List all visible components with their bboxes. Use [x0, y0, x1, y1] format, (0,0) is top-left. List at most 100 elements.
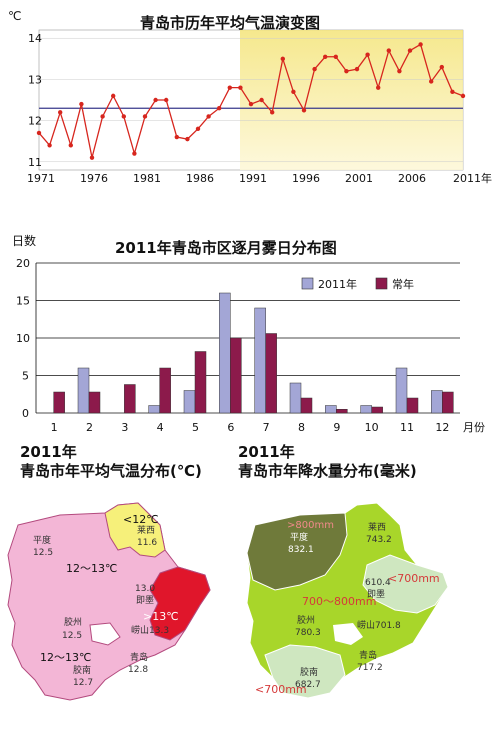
value-qingdao: 12.8 [128, 665, 148, 675]
legend-label-normal: 常年 [392, 277, 414, 291]
bar-2011 [219, 292, 231, 414]
data-point [89, 155, 95, 160]
legend: 2011年 常年 [301, 277, 414, 291]
zone-label-dry-east: <700mm [388, 572, 440, 585]
value-laoshan: 13.3 [149, 626, 169, 636]
temperature-line-chart: 青岛市历年平均气温演变图 ℃ 11 12 13 14 1971 1976 1981 1986… [8, 9, 492, 185]
x-tick-label: 1971 [27, 172, 55, 185]
data-point [195, 126, 201, 132]
data-point [333, 54, 338, 59]
label-laixi: 莱西 [137, 524, 155, 536]
x-axis-label: 月份 [463, 421, 485, 434]
x-tick-label: 8 [298, 421, 305, 434]
data-point [153, 97, 158, 103]
data-point [132, 151, 137, 156]
bar-2011 [254, 307, 266, 414]
zone-label-mid-south: 12～13℃ [40, 651, 91, 664]
data-point [323, 54, 328, 59]
data-point [217, 106, 222, 111]
data-point [439, 64, 444, 70]
bar-2011 [360, 405, 372, 414]
bar-2011 [77, 367, 90, 414]
data-point [36, 130, 42, 136]
rainfall-map: >800mm 平度 832.1 莱西 743.2 610.4 即墨 胶州 780… [246, 502, 449, 699]
data-point [174, 134, 179, 140]
label-qingdao: 青岛 [130, 651, 148, 663]
data-point [142, 114, 148, 119]
x-tick-label: 7 [263, 421, 270, 434]
zone-label-cold: <12℃ [123, 513, 159, 526]
x-tick-label: 2001 [345, 172, 373, 185]
label-pingdu: 平度 [290, 531, 308, 543]
y-axis-label: 日数 [12, 233, 36, 248]
x-tick-label: 2011年 [453, 171, 492, 185]
value-jiaozhou: 780.3 [295, 628, 321, 638]
y-axis-unit: ℃ [8, 9, 21, 23]
label-jiaonan: 胶南 [73, 664, 91, 676]
label-jiaozhou: 胶州 [64, 616, 82, 628]
data-point [397, 68, 402, 74]
value-laixi: 743.2 [366, 535, 392, 545]
bar-normal [159, 367, 171, 414]
bar-normal [88, 391, 101, 414]
label-pingdu: 平度 [33, 534, 51, 546]
x-tick-label: 2006 [398, 172, 426, 185]
bar-normal [336, 409, 348, 414]
x-tick-label: 3 [121, 421, 128, 434]
bar-normal [53, 391, 65, 414]
data-point [344, 68, 349, 74]
label-jiaozhou: 胶州 [297, 614, 315, 626]
bar-2011 [183, 390, 196, 414]
rain-map-title: 2011年 青岛市年降水量分布(毫米) [238, 443, 417, 481]
zone-label-dry-south: <700mm [255, 683, 307, 696]
chart-title: 2011年青岛市区逐月雾日分布图 [115, 239, 337, 257]
data-point [280, 56, 285, 62]
data-point [418, 42, 423, 47]
data-point [68, 143, 74, 148]
x-tick-label: 1991 [239, 172, 267, 185]
chart-title: 青岛市历年平均气温演变图 [140, 14, 320, 32]
temperature-chart-panel: 青岛市历年平均气温演变图 ℃ 11 12 13 14 1971 1976 1981 1986… [0, 0, 500, 200]
data-point [259, 97, 264, 103]
y-tick-label: 20 [16, 257, 30, 270]
x-tick-label: 1996 [292, 172, 320, 185]
data-point [301, 108, 307, 113]
data-point [227, 85, 232, 90]
temp-map-title-year: 2011年 [20, 443, 77, 461]
y-tick-label: 15 [16, 295, 30, 308]
bar-2011 [325, 405, 337, 414]
zone-label-mid: 700～800mm [302, 595, 376, 608]
data-point [429, 79, 434, 84]
label-jimo: 即墨 [367, 589, 385, 600]
highlight-band [240, 30, 463, 170]
value-pingdu: 12.5 [33, 548, 53, 558]
value-laoshan: 701.8 [375, 621, 401, 631]
bar-normal [300, 397, 313, 414]
bar-normal [124, 384, 136, 414]
bar-normal [194, 351, 207, 414]
temperature-map: 平度 12.5 莱西 11.6 13.0 即墨 崂山 13.3 胶州 12.5 … [7, 502, 211, 701]
x-tick-label: 1986 [186, 172, 214, 185]
label-laixi: 莱西 [368, 521, 386, 533]
data-point [365, 52, 370, 57]
data-point [164, 97, 169, 103]
x-tick-label: 1976 [80, 172, 108, 185]
y-tick-label: 13 [28, 73, 42, 86]
bar-normal [442, 391, 454, 414]
y-tick-label: 14 [28, 32, 42, 45]
legend-swatch-normal [375, 277, 388, 290]
fog-chart-panel: 日数 2011年青岛市区逐月雾日分布图 0 5 10 15 20 1 2 3 4 5 6 7 8 9 10… [0, 215, 500, 440]
x-tick-label: 1 [51, 421, 58, 434]
x-tick-label: 5 [192, 421, 199, 434]
data-point [376, 85, 381, 90]
bay [333, 623, 363, 645]
data-point [238, 85, 243, 90]
temp-zone-warm [149, 566, 211, 641]
label-jiaonan: 胶南 [300, 666, 318, 678]
bar-2011 [148, 405, 160, 414]
value-jimo: 13.0 [135, 584, 155, 594]
value-jiaozhou: 12.5 [62, 631, 82, 641]
rain-zone-dry-south [264, 644, 346, 699]
temp-zone-cold [104, 502, 166, 558]
y-tick-label: 10 [16, 332, 30, 345]
